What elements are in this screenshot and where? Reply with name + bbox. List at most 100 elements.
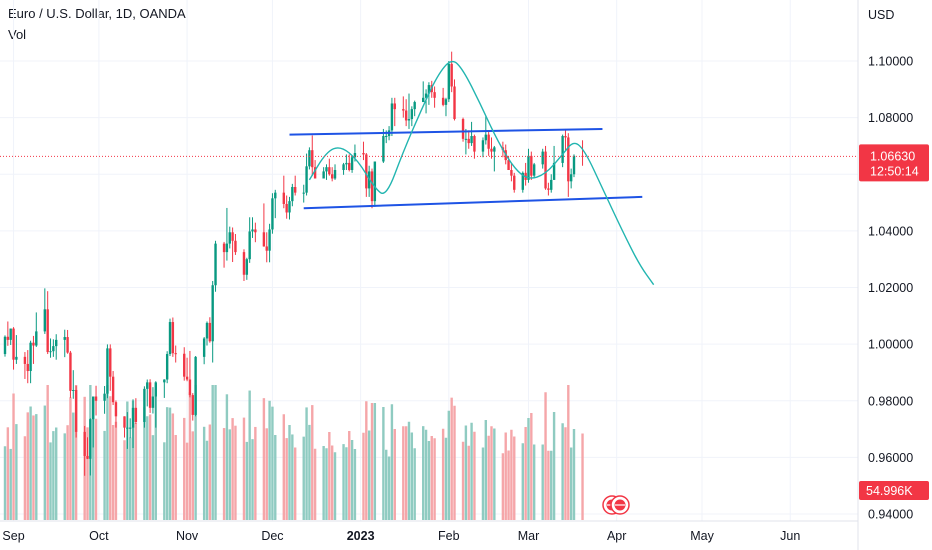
volume-bar	[367, 430, 371, 520]
candle-body	[271, 198, 274, 230]
projection-curve	[308, 60, 655, 286]
volume-bar	[12, 393, 15, 520]
candle-body	[91, 396, 95, 420]
candle-body	[168, 322, 172, 355]
volume-bar	[313, 448, 317, 520]
volume-bar	[547, 450, 550, 520]
volume-bar	[325, 448, 328, 520]
volume-bar	[308, 424, 311, 520]
drawing-overlays[interactable]	[289, 60, 655, 286]
candle-body	[513, 175, 516, 190]
candle-body	[305, 166, 308, 193]
volume-bar	[43, 405, 47, 520]
candle-body	[171, 322, 175, 354]
volume-bar	[447, 410, 451, 520]
candle-body	[530, 155, 533, 176]
volume-bar	[168, 407, 172, 520]
volume-bar	[29, 406, 32, 520]
volume-bar	[490, 426, 493, 520]
volume-bar	[407, 421, 411, 520]
candle-body	[146, 382, 149, 389]
candle-body	[242, 252, 246, 275]
volume-bar	[245, 441, 249, 520]
candle-body	[424, 93, 428, 98]
candle-body	[561, 136, 564, 163]
volume-bar	[430, 436, 433, 520]
candle-body	[183, 353, 186, 377]
candle-body	[328, 167, 331, 175]
candle-body	[404, 110, 408, 121]
candle-body	[134, 407, 138, 422]
volume-bar	[208, 424, 212, 520]
time-tick-label: Nov	[176, 529, 199, 543]
volume-bar	[126, 401, 129, 520]
volume-bar	[231, 418, 234, 520]
volume-bar	[444, 437, 448, 520]
candle-body	[208, 322, 212, 342]
volume-bar	[567, 385, 570, 520]
candle-body	[9, 328, 12, 340]
price-tick-label: 0.94000	[868, 508, 913, 522]
candle-body	[111, 376, 115, 403]
time-axis[interactable]: Sep Oct Nov Dec 2023 Feb Mar Apr May Jun	[2, 529, 800, 543]
volume-bar	[211, 385, 214, 520]
candle-body	[353, 153, 357, 158]
volume-indicator-label[interactable]: Vol	[8, 27, 27, 42]
candle-body	[507, 160, 510, 171]
candle-body	[66, 337, 69, 353]
candle-body	[572, 155, 576, 175]
candle-body	[194, 356, 197, 415]
volume-bar	[513, 436, 516, 520]
volume-bar	[183, 417, 186, 520]
candle-body	[55, 339, 58, 347]
price-tick-label: 1.08000	[868, 111, 913, 125]
volume-bar	[581, 433, 584, 520]
price-axis[interactable]: USD 1.100001.080001.060001.040001.020001…	[868, 8, 913, 522]
candle-body	[330, 174, 334, 179]
volume-bar	[66, 425, 69, 520]
candle-body	[444, 99, 448, 105]
candle-body	[550, 179, 553, 190]
candle-body	[350, 157, 354, 171]
candle-body	[464, 138, 468, 140]
volume-bar	[328, 432, 331, 520]
candle-body	[86, 455, 89, 459]
candle-body	[487, 134, 490, 149]
volume-bar	[305, 407, 308, 520]
volume-bar	[564, 427, 567, 520]
candle-body	[407, 119, 411, 121]
candle-body	[205, 322, 209, 339]
candle-body	[370, 171, 374, 202]
candle-body	[222, 243, 226, 253]
candle-body	[123, 416, 126, 428]
candle-body	[128, 427, 132, 429]
volume-bar	[94, 418, 98, 520]
candle-body	[490, 148, 493, 152]
candle-body	[245, 259, 249, 275]
volume-bar	[234, 425, 237, 520]
price-tick-label: 1.10000	[868, 55, 913, 69]
volume-bar	[23, 436, 27, 520]
candle-body	[521, 172, 524, 190]
volume-bar	[86, 427, 89, 520]
candle-body	[313, 167, 317, 179]
volume-bar	[365, 401, 368, 520]
volume-bar	[390, 404, 394, 520]
volume-bar	[143, 407, 146, 520]
candle-body	[3, 336, 7, 355]
candle-body	[26, 363, 29, 372]
candle-body	[32, 342, 35, 346]
candle-body	[441, 97, 445, 105]
candle-body	[251, 229, 254, 232]
volume-bar	[370, 403, 374, 520]
volume-bar	[413, 448, 416, 520]
price-tick-label: 0.98000	[868, 394, 913, 408]
candle-body	[29, 342, 32, 372]
candle-body	[285, 203, 288, 213]
volume-bar	[345, 447, 348, 520]
candle-body	[43, 309, 47, 332]
candle-body	[365, 154, 368, 189]
economic-event-icon[interactable]	[610, 495, 630, 515]
candle-body	[427, 85, 431, 94]
